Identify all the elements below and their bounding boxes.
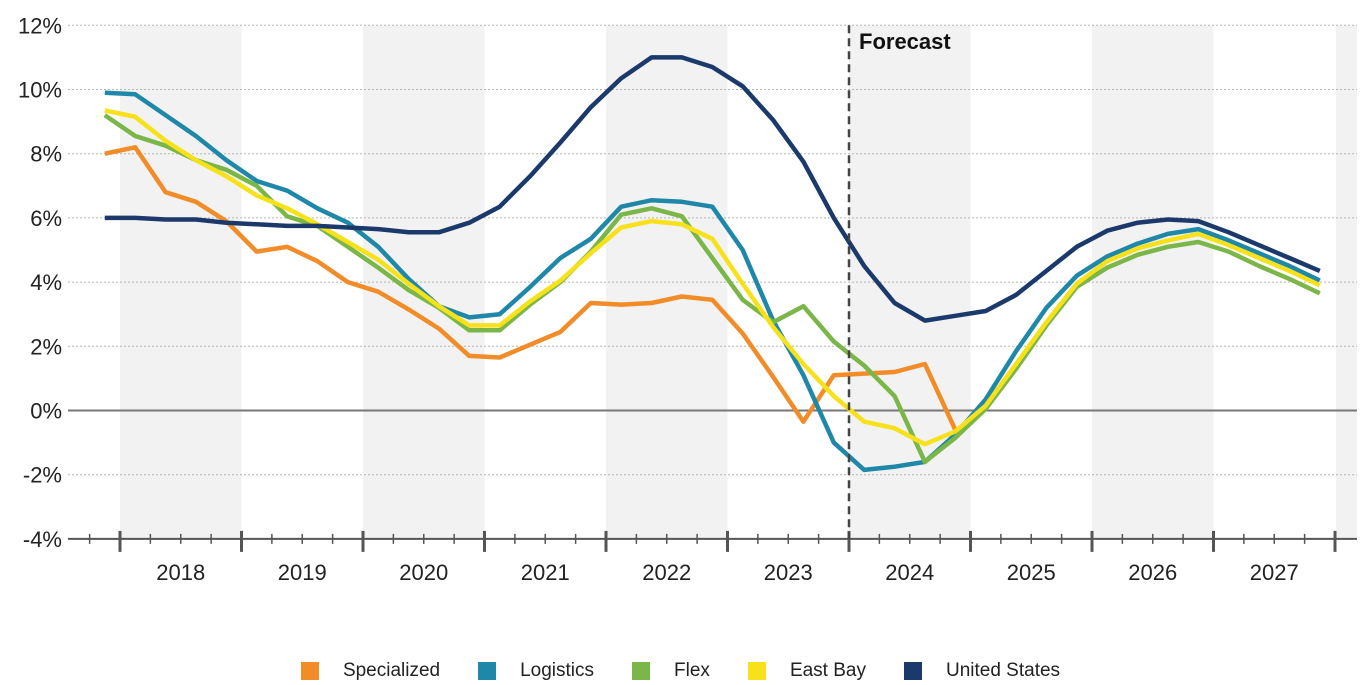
forecast-label: Forecast [859, 29, 951, 54]
y-tick-label: 4% [30, 270, 62, 295]
y-tick-label: 12% [18, 13, 62, 38]
y-tick-label: 2% [30, 334, 62, 359]
y-tick-label: 0% [30, 399, 62, 424]
x-tick-label: 2020 [399, 560, 448, 585]
x-tick-label: 2025 [1007, 560, 1056, 585]
x-tick-label: 2024 [885, 560, 934, 585]
year-band [606, 25, 728, 539]
legend-item-specialized: Specialized [300, 660, 441, 682]
y-axis: -4% -2% 0% 2% 4% 6% 8% 10% 12% [18, 13, 62, 552]
series-line-logistics [104, 90, 1321, 473]
legend-swatch [478, 662, 497, 680]
legend-item-flex: Flex [632, 660, 710, 682]
legend: Specialized Logistics Flex East Bay United S… [0, 657, 1361, 685]
legend-item-logistics: Logistics [478, 660, 594, 682]
x-tick-label: 2022 [642, 560, 691, 585]
legend-item-united-states: United States [903, 660, 1061, 682]
legend-label: East Bay [789, 660, 866, 681]
x-axis: 2018 2019 2020 2021 2022 2023 2024 2025 2026 2027 [68, 530, 1357, 585]
x-tick-label: 2018 [156, 560, 205, 585]
series-line-specialized [104, 145, 958, 431]
series-lines [103, 55, 1321, 473]
gridlines [68, 24, 1357, 476]
y-tick-label: 10% [18, 78, 62, 103]
x-tick-label: 2027 [1250, 560, 1299, 585]
x-tick-label: 2023 [764, 560, 813, 585]
x-tick-label: 2021 [521, 560, 570, 585]
x-tick-label: 2019 [278, 560, 327, 585]
forecast-marker: Forecast [847, 25, 951, 539]
legend-swatch [747, 662, 766, 680]
y-tick-label: 6% [30, 206, 62, 231]
legend-swatch [300, 662, 319, 680]
series-line-flex [103, 113, 1321, 465]
series-line-east-bay [104, 108, 1321, 447]
legend-swatch [903, 662, 922, 680]
x-tick-label: 2026 [1128, 560, 1177, 585]
y-tick-label: -2% [23, 463, 62, 488]
y-tick-label: -4% [23, 527, 62, 552]
y-tick-label: 8% [30, 142, 62, 167]
legend-swatch [632, 662, 651, 680]
legend-label: Logistics [520, 660, 595, 681]
legend-label: United States [945, 660, 1061, 681]
line-chart: -4%-2%0%2%4%6%8%10%12% 2018 2019 2020 2021 2… [18, 13, 1357, 585]
legend-label: Specialized [342, 660, 441, 681]
legend-label: Flex [674, 660, 710, 681]
series-line-united-states [104, 55, 1321, 323]
legend-item-east-bay: East Bay [747, 660, 866, 682]
